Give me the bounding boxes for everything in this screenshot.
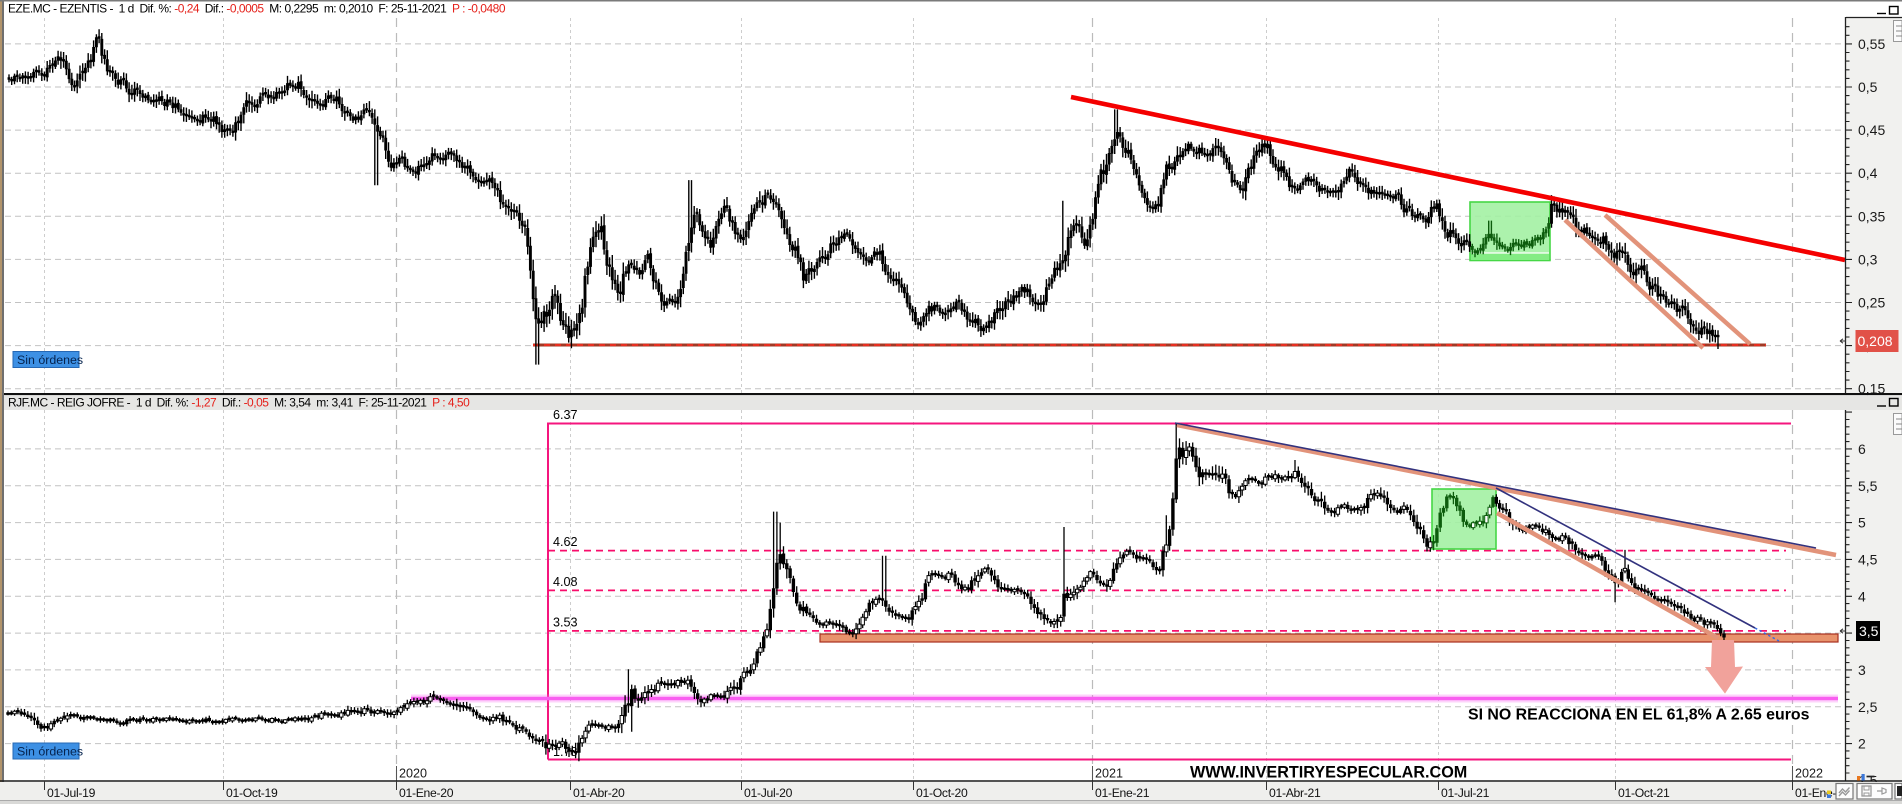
svg-text:0,35: 0,35	[1858, 208, 1885, 224]
svg-text:3,5: 3,5	[1859, 623, 1879, 639]
svg-text:01-Ene-21: 01-Ene-21	[1095, 786, 1150, 800]
svg-text:EZE.MC - EZENTIS - 1 d Dif.: EZE.MC - EZENTIS - 1 d Dif. %: -0,24 Dif…	[8, 2, 506, 16]
svg-text:01-Abr-21: 01-Abr-21	[1269, 786, 1321, 800]
svg-text:3: 3	[1858, 662, 1866, 678]
svg-text:0,4: 0,4	[1858, 165, 1878, 181]
svg-text:0,25: 0,25	[1858, 295, 1885, 311]
svg-text:Sin órdenes: Sin órdenes	[17, 353, 83, 367]
svg-text:4.08: 4.08	[553, 575, 578, 589]
svg-text:RJF.MC - REIG JOFRE - 1 d Di: RJF.MC - REIG JOFRE - 1 d Dif. %: -1,27 …	[8, 396, 470, 410]
svg-text:01-Oct-19: 01-Oct-19	[226, 786, 278, 800]
svg-text:01-Ene-: 01-Ene-	[1795, 786, 1837, 800]
svg-text:6.37: 6.37	[553, 408, 578, 422]
svg-text:01-Jul-21: 01-Jul-21	[1441, 786, 1490, 800]
svg-text:01-Jul-19: 01-Jul-19	[47, 786, 96, 800]
svg-text:2021: 2021	[1095, 767, 1123, 781]
svg-text:6: 6	[1858, 441, 1866, 457]
svg-text:0,5: 0,5	[1858, 79, 1878, 95]
svg-text:5,5: 5,5	[1858, 478, 1878, 494]
svg-text:4,5: 4,5	[1858, 551, 1878, 567]
svg-text:0,45: 0,45	[1858, 122, 1885, 138]
svg-text:0,3: 0,3	[1858, 251, 1878, 267]
svg-text:01-Oct-20: 01-Oct-20	[916, 786, 968, 800]
svg-text:2: 2	[1858, 736, 1866, 752]
svg-text:4.62: 4.62	[553, 535, 578, 549]
svg-text:01-Ene-20: 01-Ene-20	[399, 786, 454, 800]
svg-text:01-Oct-21: 01-Oct-21	[1618, 786, 1670, 800]
svg-text:4: 4	[1858, 588, 1866, 604]
svg-text:0,208: 0,208	[1858, 333, 1893, 349]
svg-text:2022: 2022	[1795, 767, 1823, 781]
svg-text:SI NO REACCIONA EN EL 61,8% A: SI NO REACCIONA EN EL 61,8% A 2.65 euros	[1468, 707, 1810, 724]
svg-text:01-Jul-20: 01-Jul-20	[744, 786, 793, 800]
svg-text:0,15: 0,15	[1858, 381, 1885, 397]
svg-text:2020: 2020	[399, 767, 427, 781]
svg-text:0,55: 0,55	[1858, 36, 1885, 52]
svg-text:3.53: 3.53	[553, 616, 578, 630]
svg-text:2,5: 2,5	[1858, 699, 1878, 715]
svg-text:Sin órdenes: Sin órdenes	[17, 745, 83, 759]
svg-text:WWW.INVERTIRYESPECULAR.COM: WWW.INVERTIRYESPECULAR.COM	[1190, 764, 1467, 782]
svg-text:01-Abr-20: 01-Abr-20	[573, 786, 625, 800]
svg-text:5: 5	[1858, 515, 1866, 531]
